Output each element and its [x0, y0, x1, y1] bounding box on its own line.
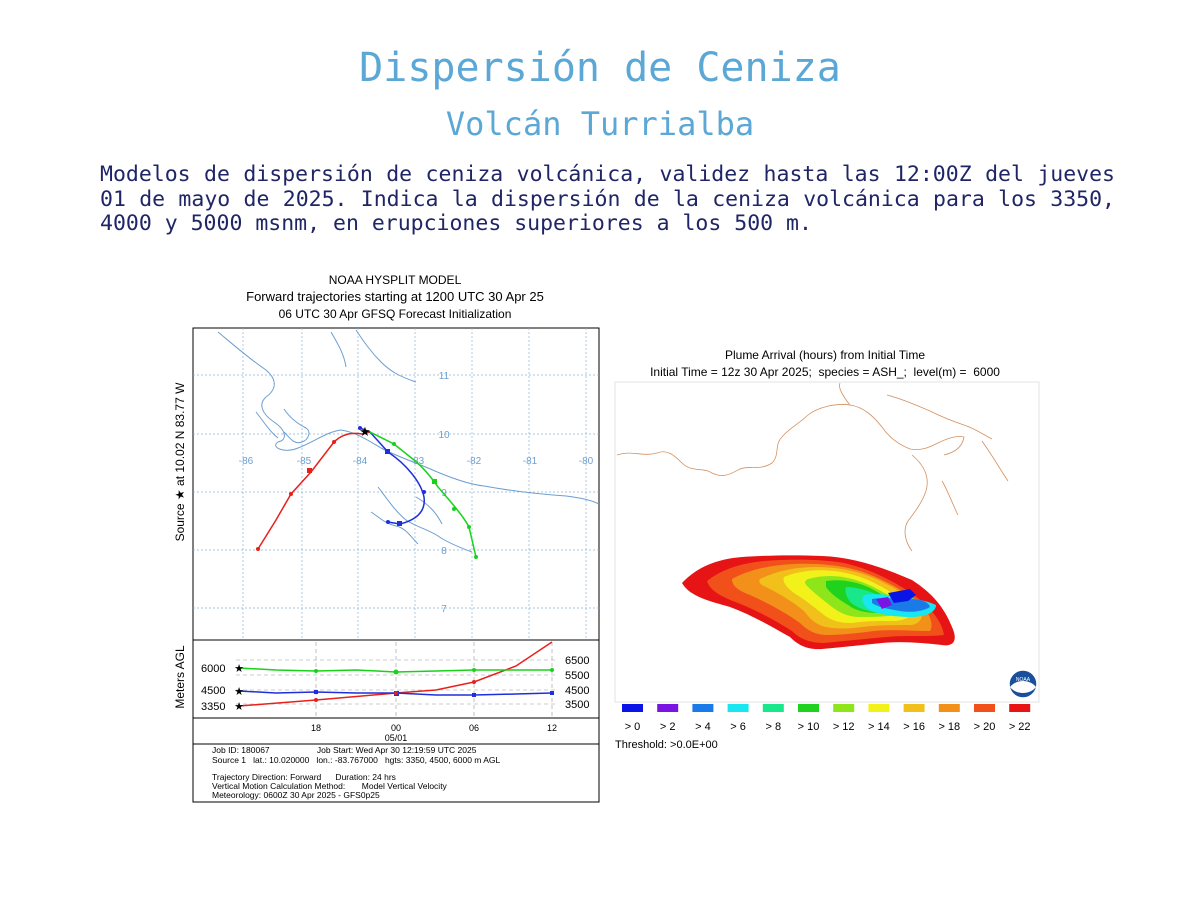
legend-label: > 22 — [1009, 721, 1031, 733]
trajectory-4500m — [359, 427, 425, 525]
svg-text:★: ★ — [234, 663, 244, 675]
plume-coastlines — [616, 382, 1009, 552]
legend-label: > 12 — [833, 721, 855, 733]
hysplit-header-3: 06 UTC 30 Apr GFSQ Forecast Initializati… — [279, 307, 512, 321]
legend-swatch — [833, 704, 855, 712]
lon-label: -84 — [353, 456, 368, 467]
time-label: 12 — [547, 723, 557, 733]
height-label: 4500 — [201, 685, 225, 697]
legend-swatch — [974, 704, 995, 712]
lon-label: -81 — [523, 456, 538, 467]
svg-text:★: ★ — [234, 701, 244, 713]
legend-swatch — [727, 704, 749, 712]
legend-label: > 6 — [730, 721, 746, 733]
height-label: 3350 — [201, 701, 225, 713]
plume-arrival-map: Plume Arrival (hours) from Initial Time … — [614, 348, 1040, 751]
lon-label: -82 — [467, 456, 482, 467]
map-frame — [192, 327, 600, 641]
hysplit-header-1: NOAA HYSPLIT MODEL — [329, 273, 462, 287]
plume-legend: > 0 > 2 > 4 > 6 > 8 > 10 > 12 > 14 > 16 > 18 > 20 >… — [622, 704, 1031, 733]
legend-label: > 18 — [938, 721, 960, 733]
legend-label: > 10 — [798, 721, 820, 733]
time-label: 00 — [391, 723, 401, 733]
legend-swatch — [1009, 704, 1031, 712]
legend-label: > 4 — [695, 721, 711, 733]
height-label: 5500 — [565, 670, 589, 682]
legend-label: > 20 — [974, 721, 996, 733]
plume-region-0 — [888, 589, 916, 603]
height-label: 6000 — [201, 663, 225, 675]
plume-title-1: Plume Arrival (hours) from Initial Time — [725, 348, 925, 362]
hysplit-footer: Job ID: 180067 Job Start: Wed Apr 30 12:… — [212, 745, 501, 800]
plume-map-frame — [614, 381, 1040, 703]
height-panel-gridlines — [236, 642, 556, 718]
page-title: Dispersión de Ceniza — [359, 45, 841, 91]
time-axis-frame — [192, 717, 600, 803]
legend-swatch — [622, 704, 643, 712]
trajectory-4500m-markers — [358, 426, 426, 526]
plume-threshold: Threshold: >0.0E+00 — [615, 739, 718, 751]
svg-text:★: ★ — [234, 686, 244, 698]
trajectory-6000m — [369, 431, 477, 558]
height-axis-label: Meters AGL — [173, 645, 187, 709]
map-coastlines — [217, 329, 600, 553]
date-label: 05/01 — [385, 733, 408, 743]
plume-region-2 — [876, 597, 892, 609]
legend-swatch — [938, 704, 960, 712]
legend-swatch — [657, 704, 679, 712]
lon-label: -85 — [297, 456, 312, 467]
footer-line: Job ID: 180067 Job Start: Wed Apr 30 12:… — [212, 745, 477, 755]
plume-swath — [682, 555, 955, 650]
hysplit-header-2: Forward trajectories starting at 1200 UT… — [246, 289, 544, 304]
height-left-labels: 6000 4500 3350 — [201, 663, 225, 713]
trajectory-6000m-markers — [392, 442, 478, 559]
lon-label: -83 — [410, 456, 425, 467]
footer-line: Vertical Motion Calculation Method: Mode… — [212, 781, 448, 791]
lon-label: -80 — [579, 456, 594, 467]
lon-label: -86 — [239, 456, 254, 467]
description-text: Modelos de dispersión de ceniza volcánic… — [100, 162, 1115, 236]
lat-label: 8 — [441, 546, 447, 557]
source-star-icon: ★ — [359, 424, 371, 439]
legend-label: > 0 — [625, 721, 641, 733]
height-start-stars: ★ ★ ★ — [234, 663, 244, 713]
legend-label: > 14 — [868, 721, 890, 733]
page-subtitle: Volcán Turrialba — [445, 105, 755, 143]
height-label: 3500 — [565, 699, 589, 711]
legend-swatch — [903, 704, 925, 712]
legend-swatch — [868, 704, 890, 712]
plume-title-2: Initial Time = 12z 30 Apr 2025; species … — [650, 365, 1000, 379]
legend-label: > 16 — [903, 721, 925, 733]
lat-label: 7 — [441, 604, 447, 615]
hysplit-trajectory-map: NOAA HYSPLIT MODEL Forward trajectories … — [173, 273, 600, 803]
legend-label: > 2 — [660, 721, 676, 733]
legend-swatch — [692, 704, 714, 712]
map-lon-labels: -86 -85 -84 -83 -82 -81 -80 — [239, 456, 594, 467]
footer-line: Meteorology: 0600Z 30 Apr 2025 - GFS0p25 — [212, 790, 380, 800]
noaa-logo: NOAA — [1008, 669, 1038, 699]
height-profile-markers — [314, 668, 554, 702]
height-label: 6500 — [565, 655, 589, 667]
height-right-labels: 6500 5500 4500 3500 — [565, 655, 589, 711]
time-label: 18 — [311, 723, 321, 733]
legend-swatch — [798, 704, 819, 712]
legend-label: > 8 — [765, 721, 781, 733]
trajectory-3350m — [257, 431, 371, 550]
legend-swatch — [762, 704, 784, 712]
noaa-logo-text: NOAA — [1016, 677, 1031, 683]
footer-line: Source 1 lat.: 10.020000 lon.: -83.76700… — [212, 755, 501, 765]
lat-label: 11 — [439, 371, 450, 382]
height-label: 4500 — [565, 685, 589, 697]
lat-label: 10 — [438, 430, 450, 441]
time-axis-labels: 18 00 06 12 05/01 — [311, 723, 557, 743]
trajectory-3350m-markers — [256, 440, 336, 551]
footer-line: Trajectory Direction: Forward Duration: … — [212, 772, 396, 782]
time-label: 06 — [469, 723, 479, 733]
hysplit-source-label: Source ★ at 10.02 N 83.77 W — [173, 382, 187, 542]
